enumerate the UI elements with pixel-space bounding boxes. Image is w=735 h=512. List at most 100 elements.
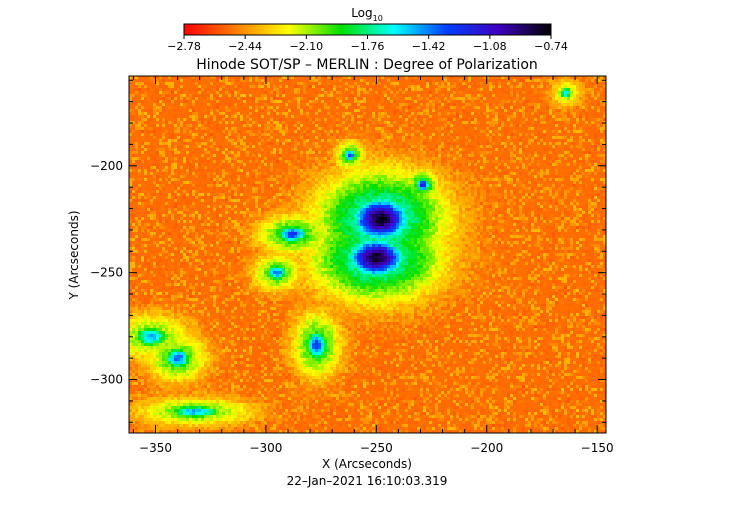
- heatmap-cell: [342, 142, 345, 145]
- heatmap-cell: [225, 91, 228, 94]
- heatmap-cell: [186, 97, 189, 100]
- heatmap-cell: [267, 139, 270, 142]
- heatmap-cell: [138, 133, 141, 136]
- heatmap-cell: [354, 154, 357, 157]
- heatmap-cell: [252, 85, 255, 88]
- heatmap-cell: [231, 76, 234, 79]
- heatmap-cell: [501, 154, 504, 157]
- heatmap-cell: [489, 145, 492, 148]
- heatmap-cell: [453, 97, 456, 100]
- heatmap-cell: [387, 133, 390, 136]
- heatmap-cell: [363, 100, 366, 103]
- heatmap-cell: [324, 94, 327, 97]
- heatmap-cell: [180, 94, 183, 97]
- heatmap-cell: [543, 112, 546, 115]
- heatmap-cell: [456, 121, 459, 124]
- heatmap-cell: [150, 160, 153, 163]
- heatmap-cell: [504, 118, 507, 121]
- heatmap-cell: [327, 112, 330, 115]
- heatmap-cell: [384, 115, 387, 118]
- heatmap-cell: [174, 157, 177, 160]
- heatmap-cell: [492, 94, 495, 97]
- heatmap-cell: [354, 148, 357, 151]
- heatmap-cell: [252, 79, 255, 82]
- heatmap-cell: [426, 79, 429, 82]
- heatmap-cell: [405, 133, 408, 136]
- heatmap-cell: [381, 145, 384, 148]
- heatmap-cell: [276, 151, 279, 154]
- colorbar-tick-label: −0.74: [534, 40, 568, 53]
- heatmap-cell: [597, 151, 600, 154]
- heatmap-cell: [423, 163, 426, 166]
- heatmap-cell: [285, 148, 288, 151]
- heatmap-cell: [474, 109, 477, 112]
- heatmap-cell: [516, 127, 519, 130]
- heatmap-cell: [132, 85, 135, 88]
- heatmap-cell: [498, 103, 501, 106]
- heatmap-cell: [477, 145, 480, 148]
- heatmap-cell: [261, 133, 264, 136]
- heatmap-cell: [135, 166, 138, 169]
- heatmap-cell: [600, 82, 603, 85]
- heatmap-cell: [243, 103, 246, 106]
- heatmap-cell: [486, 118, 489, 121]
- heatmap-cell: [516, 142, 519, 145]
- heatmap-cell: [246, 79, 249, 82]
- heatmap-cell: [285, 154, 288, 157]
- heatmap-cell: [318, 85, 321, 88]
- heatmap-cell: [360, 100, 363, 103]
- heatmap-cell: [372, 139, 375, 142]
- heatmap-cell: [309, 163, 312, 166]
- heatmap-cell: [246, 91, 249, 94]
- heatmap-cell: [432, 157, 435, 160]
- heatmap-cell: [375, 160, 378, 163]
- heatmap-cell: [339, 157, 342, 160]
- heatmap-cell: [267, 94, 270, 97]
- heatmap-cell: [216, 163, 219, 166]
- heatmap-cell: [147, 166, 150, 169]
- heatmap-cell: [258, 118, 261, 121]
- heatmap-cell: [471, 157, 474, 160]
- heatmap-cell: [198, 115, 201, 118]
- heatmap-cell: [201, 166, 204, 169]
- heatmap-cell: [180, 88, 183, 91]
- heatmap-cell: [558, 136, 561, 139]
- heatmap-cell: [363, 133, 366, 136]
- heatmap-cell: [291, 154, 294, 157]
- heatmap-cell: [252, 133, 255, 136]
- heatmap-cell: [504, 97, 507, 100]
- heatmap-cell: [510, 127, 513, 130]
- heatmap-cell: [558, 88, 561, 91]
- heatmap-cell: [573, 142, 576, 145]
- heatmap-cell: [168, 130, 171, 133]
- heatmap-cell: [528, 118, 531, 121]
- heatmap-cell: [210, 145, 213, 148]
- heatmap-cell: [486, 160, 489, 163]
- heatmap-cell: [210, 88, 213, 91]
- heatmap-cell: [585, 139, 588, 142]
- heatmap-cell: [435, 103, 438, 106]
- heatmap-cell: [309, 142, 312, 145]
- heatmap-cell: [228, 88, 231, 91]
- heatmap-cell: [138, 94, 141, 97]
- heatmap-cell: [342, 100, 345, 103]
- heatmap-cell: [342, 133, 345, 136]
- heatmap-cell: [474, 106, 477, 109]
- heatmap-cell: [288, 127, 291, 130]
- heatmap-cell: [510, 163, 513, 166]
- heatmap-cell: [342, 94, 345, 97]
- heatmap-cell: [156, 106, 159, 109]
- heatmap-cell: [348, 136, 351, 139]
- heatmap-cell: [390, 97, 393, 100]
- heatmap-cell: [468, 166, 471, 169]
- heatmap-cell: [342, 166, 345, 169]
- heatmap-cell: [447, 148, 450, 151]
- heatmap-cell: [342, 112, 345, 115]
- heatmap-cell: [318, 79, 321, 82]
- heatmap-cell: [249, 88, 252, 91]
- heatmap-cell: [192, 157, 195, 160]
- heatmap-cell: [330, 133, 333, 136]
- heatmap-cell: [309, 112, 312, 115]
- heatmap-cell: [333, 166, 336, 169]
- heatmap-cell: [444, 82, 447, 85]
